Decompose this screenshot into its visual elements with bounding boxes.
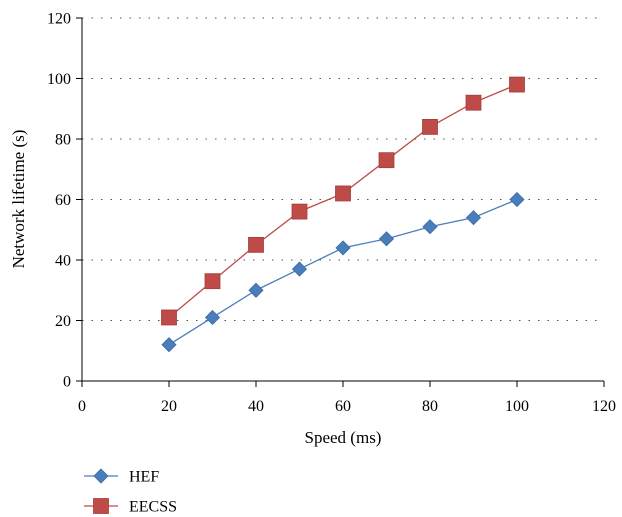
x-tick-label: 100 [505, 398, 529, 415]
data-point-eecss [509, 76, 525, 93]
data-point-hef [422, 219, 438, 235]
legend-label-eecss: EECSS [129, 499, 177, 516]
data-point-hef [465, 210, 482, 226]
legend-marker-eecss [93, 498, 109, 514]
data-point-eecss [465, 94, 482, 111]
y-axis-title: Network lifetime (s) [9, 130, 28, 269]
data-point-hef [335, 240, 351, 256]
y-tick-label: 80 [55, 132, 71, 149]
data-point-eecss [335, 185, 351, 202]
y-tick-label: 20 [55, 313, 71, 330]
legend-item-eecss: EECSS [84, 498, 177, 516]
data-point-eecss [204, 273, 221, 290]
y-tick-label: 120 [47, 11, 71, 28]
x-axis-ticks: 0 20 40 60 80 100 120 [78, 381, 616, 415]
data-point-eecss [248, 236, 264, 253]
series-group [161, 76, 525, 353]
x-tick-label: 120 [592, 398, 616, 415]
data-point-hef [509, 191, 525, 208]
grid-lines [82, 17, 604, 321]
x-tick-label: 40 [248, 398, 264, 415]
data-point-hef [161, 337, 177, 353]
data-point-eecss [161, 309, 177, 326]
legend-marker-hef [93, 468, 109, 484]
data-point-eecss [291, 203, 308, 220]
data-point-eecss [422, 119, 438, 135]
legend-label-hef: HEF [129, 469, 159, 486]
y-tick-label: 0 [63, 374, 71, 391]
x-tick-label: 20 [161, 398, 177, 415]
legend-item-hef: HEF [84, 468, 159, 486]
y-tick-label: 40 [55, 253, 71, 270]
x-axis-title: Speed (ms) [305, 428, 382, 447]
x-tick-label: 80 [422, 398, 438, 415]
data-point-hef [248, 282, 264, 298]
data-point-hef [204, 309, 221, 326]
x-tick-label: 0 [78, 398, 86, 415]
y-axis-ticks: 0 20 40 60 80 100 120 [47, 11, 82, 391]
y-tick-label: 60 [55, 192, 71, 209]
data-point-eecss [378, 152, 395, 169]
x-tick-label: 60 [335, 398, 351, 415]
data-point-hef [291, 261, 308, 277]
data-point-hef [378, 231, 395, 247]
y-tick-label: 100 [47, 71, 71, 88]
legend: HEF EECSS [84, 468, 177, 516]
series-line-hef [168, 198, 518, 346]
series-hef [161, 191, 525, 353]
series-eecss [161, 76, 525, 326]
